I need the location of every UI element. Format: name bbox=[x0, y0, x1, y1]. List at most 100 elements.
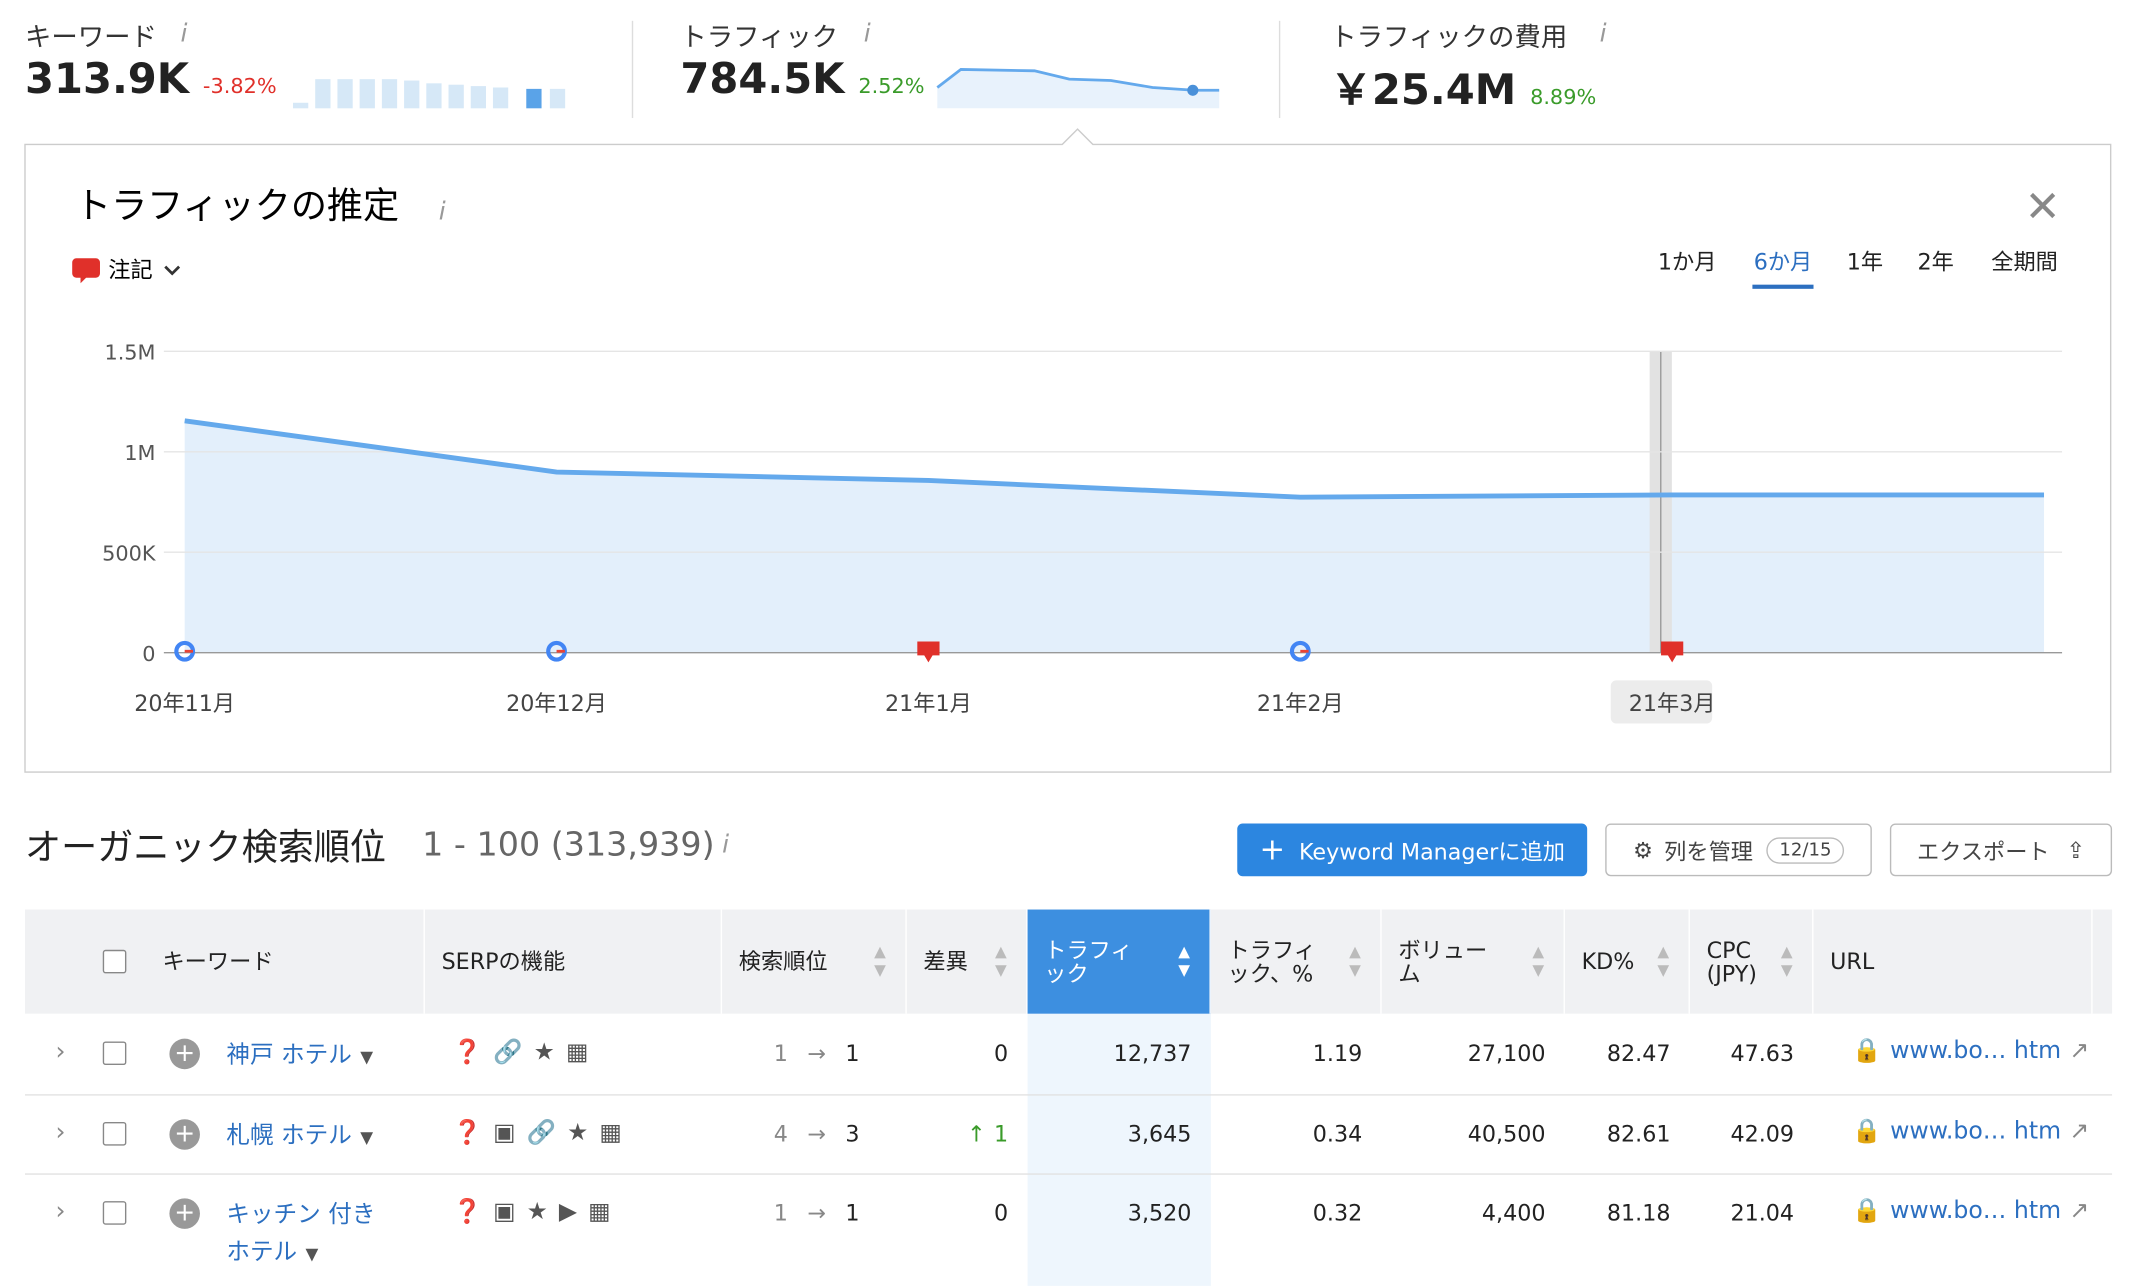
add-button-label: Keyword Managerに追加 bbox=[1298, 838, 1565, 866]
sort-icon: ▲ ▼ bbox=[994, 942, 1007, 979]
x-tick-label: 21年2月 bbox=[1257, 691, 1344, 717]
checkbox[interactable] bbox=[102, 1121, 127, 1146]
column-header[interactable]: トラフィック ▲ ▼ bbox=[1027, 909, 1211, 1014]
metric-value: 784.5K bbox=[680, 55, 845, 105]
time-tab[interactable]: 1年 bbox=[1847, 249, 1883, 275]
traffic-sparkline bbox=[936, 68, 1220, 92]
time-tab[interactable]: 2年 bbox=[1918, 249, 1954, 275]
notes-icon bbox=[72, 258, 100, 284]
position-prev: 1 bbox=[773, 1040, 788, 1067]
column-header-label: 検索順位 bbox=[738, 948, 828, 975]
export-button-label: エクスポート bbox=[1917, 838, 2050, 866]
up-arrow: ↑ bbox=[967, 1120, 986, 1147]
metric-change: 2.52% bbox=[858, 73, 925, 99]
metric-row: 313.9K -3.82% bbox=[25, 56, 277, 105]
info-icon: i bbox=[722, 830, 730, 860]
column-header[interactable]: トラフィック、% ▲ ▼ bbox=[1211, 909, 1382, 1014]
notes-toggle[interactable]: 注記 bbox=[108, 258, 152, 284]
keyword-link[interactable]: 神戸 ホテル ▼ bbox=[207, 1037, 415, 1076]
keyword-text: 札幌 ホテル bbox=[226, 1121, 352, 1150]
column-header[interactable]: 検索順位 ▲ ▼ bbox=[722, 909, 907, 1014]
section-range: 1 - 100 (313,939) bbox=[422, 824, 715, 864]
serp-icons: ❓▣★▶▦ bbox=[452, 1198, 622, 1227]
chevron bbox=[164, 265, 181, 276]
keyword-link[interactable]: 札幌 ホテル ▼ bbox=[207, 1118, 415, 1157]
sort-icon: ▲ ▼ bbox=[1657, 942, 1670, 979]
expand-icon[interactable]: › bbox=[55, 1037, 66, 1067]
cell: 12,737 bbox=[1113, 1040, 1192, 1067]
column-header-label: CPC (JPY) bbox=[1706, 936, 1757, 987]
keyword-sparkline bbox=[292, 79, 566, 109]
add-icon[interactable]: + bbox=[169, 1119, 200, 1150]
cell: 82.47 bbox=[1606, 1040, 1671, 1067]
google-marker bbox=[1289, 640, 1311, 662]
metric-label: キーワード bbox=[24, 22, 157, 53]
external-icon: ↗ bbox=[2069, 1117, 2090, 1146]
export-icon: ⇪ bbox=[2066, 836, 2085, 864]
column-header[interactable]: 差異 ▲ ▼ bbox=[907, 909, 1028, 1014]
lock-icon: 🔒 bbox=[1852, 1196, 1882, 1225]
x-tick-label: 21年1月 bbox=[885, 691, 972, 717]
time-tab[interactable]: 6か月 bbox=[1754, 249, 1813, 275]
column-header[interactable]: KD% ▲ ▼ bbox=[1565, 909, 1690, 1014]
position: 1 → 1 bbox=[722, 1040, 907, 1066]
column-header-label: SERPの機能 bbox=[441, 948, 566, 975]
add-icon[interactable]: + bbox=[169, 1198, 200, 1229]
cell: 0.34 bbox=[1312, 1120, 1363, 1147]
diff-value: 0 bbox=[993, 1040, 1009, 1067]
checkbox[interactable] bbox=[102, 949, 127, 974]
column-header: SERPの機能 bbox=[425, 909, 723, 1014]
expand-icon[interactable]: › bbox=[55, 1196, 66, 1227]
sparklines bbox=[292, 68, 1220, 109]
arrow: → bbox=[807, 1199, 826, 1227]
url[interactable]: 🔒 www.bo… htm ↗ bbox=[1833, 1037, 2109, 1065]
chart-panel: トラフィックの推定 i 注記 1か月 6か月 1年 2年 全期間 0 500K 1M 1.5M 2… bbox=[24, 128, 2112, 773]
column-header[interactable]: ボリューム ▲ ▼ bbox=[1382, 909, 1565, 1014]
checkbox[interactable] bbox=[102, 1201, 127, 1225]
column-header-label: ボリューム bbox=[1398, 936, 1488, 987]
expand-icon[interactable]: › bbox=[55, 1117, 66, 1147]
divider bbox=[1278, 20, 1281, 119]
keyword-link[interactable]: キッチン 付き ホテル ▼ bbox=[207, 1197, 415, 1273]
plus-icon: + bbox=[1259, 832, 1286, 868]
columns-button[interactable]: ⚙ 列を管理 12/15 bbox=[1605, 823, 1872, 877]
metric-label: トラフィック bbox=[680, 22, 839, 53]
position-current: 3 bbox=[845, 1120, 860, 1147]
highlight-label-bg bbox=[1610, 680, 1713, 724]
column-header[interactable]: CPC (JPY) ▲ ▼ bbox=[1690, 909, 1814, 1014]
arrow: → bbox=[807, 1120, 826, 1147]
url[interactable]: 🔒 www.bo… htm ↗ bbox=[1833, 1118, 2109, 1146]
metric-row: ￥25.4M 8.89% bbox=[1330, 56, 1596, 117]
diff: 0 bbox=[907, 1040, 1028, 1066]
url-text: www.bo… htm bbox=[1890, 1196, 2062, 1225]
sort-icon: ▲ ▼ bbox=[1532, 942, 1545, 979]
url-text: www.bo… htm bbox=[1890, 1037, 2062, 1066]
add-button[interactable]: + Keyword Managerに追加 bbox=[1237, 823, 1588, 877]
url[interactable]: 🔒 www.bo… htm ↗ bbox=[1833, 1197, 2109, 1225]
traffic-sparkline-area bbox=[937, 69, 1220, 109]
position-current: 1 bbox=[845, 1199, 860, 1227]
dropdown-icon: ▼ bbox=[360, 1047, 374, 1067]
time-tab[interactable]: 1か月 bbox=[1658, 249, 1717, 275]
time-tab[interactable]: 全期間 bbox=[1991, 249, 2058, 275]
dropdown-icon: ▼ bbox=[360, 1127, 374, 1147]
export-button[interactable]: エクスポート ⇪ bbox=[1889, 823, 2113, 877]
close-button[interactable] bbox=[2030, 192, 2056, 219]
keyword-text: 神戸 ホテル bbox=[226, 1041, 352, 1070]
note-marker bbox=[917, 641, 940, 663]
lock-icon: 🔒 bbox=[1852, 1037, 1882, 1066]
add-icon[interactable]: + bbox=[169, 1038, 200, 1070]
y-tick-label: 1M bbox=[124, 441, 155, 465]
cell: 82.61 bbox=[1606, 1120, 1671, 1147]
cell: 4,400 bbox=[1481, 1199, 1546, 1227]
checkbox[interactable] bbox=[102, 1041, 127, 1066]
column-header-label: キーワード bbox=[162, 948, 274, 975]
diff-value: 0 bbox=[993, 1199, 1009, 1227]
cell: 1.19 bbox=[1312, 1040, 1363, 1067]
sparkline-dot bbox=[1187, 84, 1199, 96]
cell: 21.04 bbox=[1730, 1199, 1795, 1227]
x-tick-label: 20年12月 bbox=[506, 691, 607, 717]
row-divider bbox=[24, 1173, 2113, 1175]
